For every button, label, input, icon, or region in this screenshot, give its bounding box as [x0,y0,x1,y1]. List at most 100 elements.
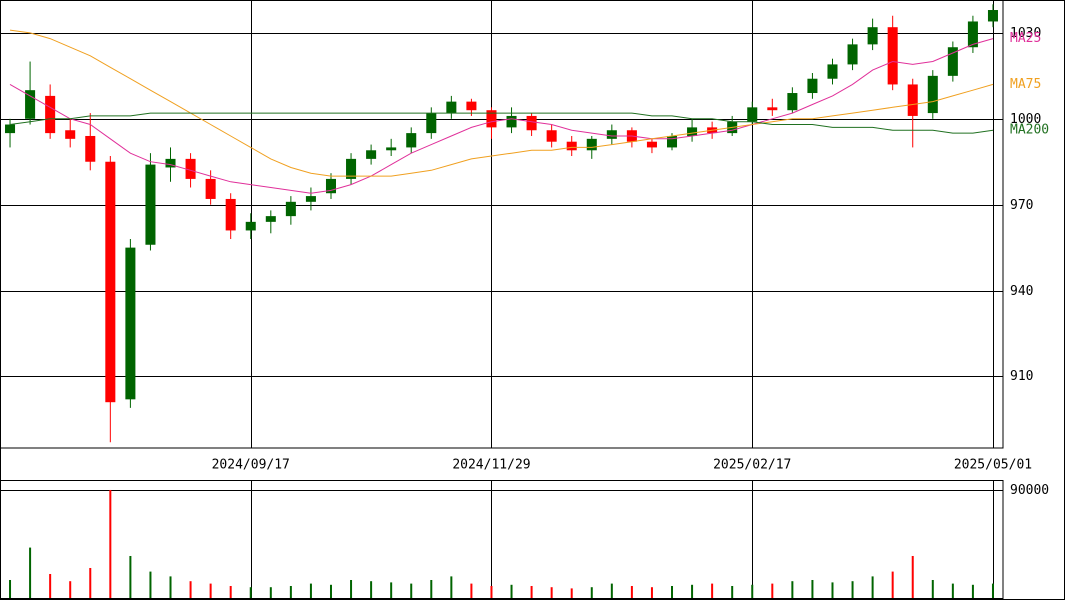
candle-body [666,135,678,148]
candle-body [145,164,156,245]
candle-body [426,113,437,134]
moving-average-line [9,112,994,134]
candle-body [305,196,316,202]
x-tick-label: 2024/09/17 [212,458,290,473]
candle-body [546,130,557,142]
volume-bar [550,587,553,598]
candle-body [245,221,256,231]
candle-body [646,141,657,148]
volume-bar [831,582,834,598]
volume-bar [430,579,433,598]
volume-bar [350,579,353,598]
volume-bar [249,587,252,598]
candle-body [366,150,377,159]
moving-average-line [9,29,994,177]
volume-bar [731,585,734,598]
candle-body [85,135,96,162]
volume-bar [490,585,493,598]
candle-body [386,147,397,151]
volume-bar [771,583,774,598]
volume-bar [189,581,192,598]
volume-bar [329,584,332,598]
volume-bar [129,555,132,598]
volume-bar [791,581,794,598]
volume-bar [89,567,92,598]
volume-bar [811,579,814,598]
volume-bar [931,579,934,598]
x-tick-label: 2024/11/29 [452,458,530,473]
volume-bar [570,588,573,598]
candle-body [45,95,56,134]
volume-bar [610,583,613,598]
candle-body [5,124,16,134]
candle-body [486,110,497,128]
candle-body [747,107,758,122]
volume-bar [691,584,694,598]
moving-average-line [9,38,994,194]
volume-bar [410,583,413,598]
y-tick-label: 90000 [1010,483,1049,498]
candle-body [526,115,537,131]
y-tick-label: 970 [1010,198,1033,213]
legend-label: MA75 [1010,77,1041,92]
y-tick-label: 940 [1010,284,1033,299]
price-panel [0,0,1004,449]
x-tick-label: 2025/02/17 [713,458,791,473]
volume-bar [951,583,954,598]
volume-bar [891,571,894,598]
volume-panel [0,480,1004,599]
volume-bar [289,585,292,598]
candle-body [606,130,617,139]
volume-bar [590,587,593,598]
candle-body [346,158,357,179]
volume-bar [209,583,212,598]
volume-bar [69,581,72,598]
candle-body [446,101,457,114]
volume-bar [751,584,754,598]
volume-bar [911,555,914,598]
candle-body [466,101,477,111]
volume-bar [149,571,152,598]
volume-bar [671,585,674,598]
candle-body [125,247,136,400]
candle-body [185,158,196,179]
volume-bar [650,587,653,598]
volume-bar [370,581,373,598]
candle-body [787,93,798,111]
volume-bar [630,585,633,598]
candle-body [566,141,577,151]
candle-body [25,90,36,119]
volume-bar [269,587,272,598]
candle-body [807,78,818,94]
candle-body [586,138,597,151]
candle-body [927,75,938,114]
candle-body [506,115,517,128]
candle-body [827,64,838,79]
volume-bar [871,576,874,598]
candle-body [987,10,998,22]
volume-bar [9,579,12,598]
volume-bar [971,584,974,598]
candle-body [65,130,76,139]
volume-bar [229,585,232,598]
candle-body [767,107,778,111]
y-tick-label: 1000 [1010,112,1041,127]
volume-bar [29,547,32,598]
candle-body [947,47,958,76]
volume-bar [169,576,172,598]
y-tick-label: 1030 [1010,26,1041,41]
candle-body [907,84,918,116]
candle-body [406,133,417,148]
volume-bar [309,583,312,598]
candle-body [325,178,337,194]
volume-bar [991,583,994,598]
volume-bar [450,576,453,598]
legend-label: MA200 [1010,123,1049,138]
candle-body [687,127,698,136]
candle-body [205,178,216,199]
volume-bar [851,581,854,598]
candle-body [285,201,296,217]
candle-body [867,27,878,45]
